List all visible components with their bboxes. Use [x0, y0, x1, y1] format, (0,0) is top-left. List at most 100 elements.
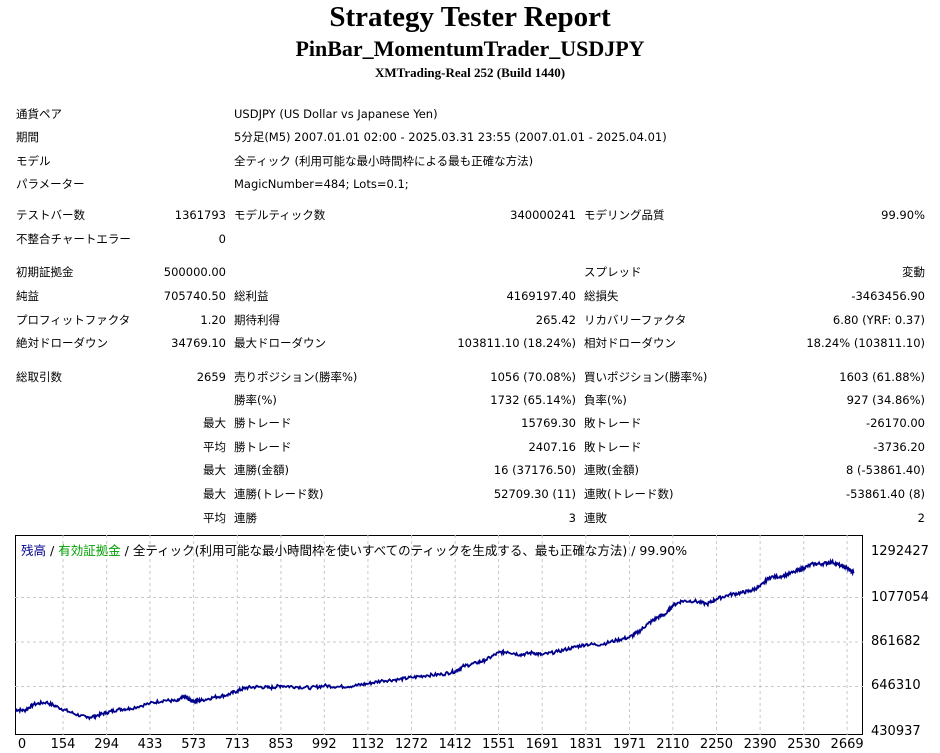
chart-legend: 残高 / 有効証拠金 / 全ティック(利用可能な最小時間枠を使いすべてのティック…: [21, 540, 687, 559]
stat-label-absolute-drawdown: 絶対ドローダウン: [16, 336, 108, 350]
stat-value-average-win: 2407.16: [528, 440, 576, 454]
x-tick-label: 433: [137, 737, 163, 752]
stat-label-gross-profit: 総利益: [234, 289, 269, 303]
stat-label-average-win: 勝トレード: [234, 440, 292, 454]
stat-label-maximum: 最大: [203, 463, 226, 477]
stat-label-recovery-factor: リカバリーファクタ: [584, 313, 687, 327]
x-tick-label: 154: [50, 737, 76, 752]
stat-label-profit-trades: 勝率(%): [234, 393, 277, 407]
x-tick-label: 1971: [612, 737, 647, 752]
info-label-symbol: 通貨ペア: [16, 107, 62, 121]
info-value-period: 5分足(M5) 2007.01.01 02:00 - 2025.03.31 23…: [234, 130, 667, 144]
stat-label-loss-trades: 負率(%): [584, 393, 627, 407]
report-title: Strategy Tester Report: [329, 1, 611, 33]
legend-balance: 残高: [21, 543, 47, 558]
stat-value-profit-trades: 1732 (65.14%): [490, 393, 576, 407]
stat-label-quality: モデリング品質: [584, 208, 665, 222]
stat-label-consecutive-loss: 連敗(トレード数): [584, 487, 674, 501]
stat-label-avg-consecutive-wins: 連勝: [234, 511, 257, 525]
chart-plot: [15, 535, 863, 735]
stat-label-consecutive-wins: 連勝(金額): [234, 463, 289, 477]
stat-label-mismatch: 不整合チャートエラー: [16, 232, 131, 246]
stat-label-average-consec: 平均: [203, 511, 226, 525]
stat-label-total-trades: 総取引数: [16, 370, 62, 384]
stat-label-expected-payoff: 期待利得: [234, 313, 280, 327]
x-tick-label: 2390: [743, 737, 777, 752]
y-tick-label: 1292427: [871, 544, 929, 559]
stat-value-total-trades: 2659: [196, 370, 226, 384]
x-tick-label: 294: [94, 737, 120, 752]
stat-value-net-profit: 705740.50: [163, 289, 226, 303]
stat-value-profit-factor: 1.20: [200, 313, 226, 327]
x-tick-label: 2669: [830, 737, 864, 752]
x-tick-label: 2530: [787, 737, 821, 752]
stat-value-ticks: 340000241: [510, 208, 576, 222]
stat-value-absolute-drawdown: 34769.10: [171, 336, 226, 350]
x-tick-label: 2110: [656, 737, 690, 752]
info-value-symbol: USDJPY (US Dollar vs Japanese Yen): [234, 107, 438, 121]
x-tick-label: 1132: [351, 737, 385, 752]
stat-value-consecutive-losses: 8 (-53861.40): [846, 463, 925, 477]
stat-value-relative-drawdown: 18.24% (103811.10): [806, 336, 925, 350]
stat-label-short-positions: 売りポジション(勝率%): [234, 370, 358, 384]
stat-value-bars: 1361793: [174, 208, 226, 222]
info-label-period: 期間: [16, 130, 39, 144]
y-tick-label: 646310: [871, 678, 921, 694]
stat-value-largest-loss: -26170.00: [865, 416, 925, 430]
stat-value-consecutive-profit: 52709.30 (11): [493, 487, 576, 501]
stat-label-largest-win: 勝トレード: [234, 416, 292, 430]
info-label-parameters: パラメーター: [16, 177, 85, 191]
x-tick-label: 1831: [569, 737, 603, 752]
info-value-model: 全ティック (利用可能な最小時間枠による最も正確な方法): [234, 154, 534, 168]
stat-label-net-profit: 純益: [16, 289, 39, 303]
stat-label-largest-loss: 敗トレード: [584, 416, 642, 430]
stat-label-largest: 最大: [203, 416, 226, 430]
stat-label-long-positions: 買いポジション(勝率%): [584, 370, 708, 384]
stat-value-consecutive-wins: 16 (37176.50): [493, 463, 576, 477]
x-tick-label: 573: [181, 737, 207, 752]
stat-label-avg-consecutive-losses: 連敗: [584, 511, 607, 525]
x-tick-label: 1272: [395, 737, 429, 752]
x-tick-label: 1691: [525, 737, 559, 752]
stat-label-profit-factor: プロフィットファクタ: [16, 313, 131, 327]
info-label-model: モデル: [16, 154, 51, 168]
stat-value-deposit: 500000.00: [163, 265, 226, 279]
stat-value-largest-win: 15769.30: [521, 416, 576, 430]
legend-description: 全ティック(利用可能な最小時間枠を使いすべてのティックを生成する、最も正確な方法…: [132, 543, 688, 558]
stat-value-loss-trades: 927 (34.86%): [846, 393, 925, 407]
stat-value-maximal-drawdown: 103811.10 (18.24%): [457, 336, 576, 350]
stat-value-quality: 99.90%: [881, 208, 925, 222]
balance-chart: 残高 / 有効証拠金 / 全ティック(利用可能な最小時間枠を使いすべてのティック…: [15, 535, 940, 753]
legend-equity: 有効証拠金: [58, 543, 121, 558]
stat-label-maximal-drawdown: 最大ドローダウン: [234, 336, 326, 350]
stat-label-ticks: モデルティック数: [234, 208, 326, 222]
stat-value-gross-profit: 4169197.40: [506, 289, 576, 303]
stat-label-relative-drawdown: 相対ドローダウン: [584, 336, 676, 350]
x-tick-label: 1551: [482, 737, 516, 752]
stat-value-mismatch: 0: [218, 232, 226, 246]
stat-value-expected-payoff: 265.42: [535, 313, 576, 327]
info-value-parameters: MagicNumber=484; Lots=0.1;: [234, 177, 409, 191]
server-build: XMTrading-Real 252 (Build 1440): [374, 65, 566, 80]
stat-value-long-positions: 1603 (61.88%): [839, 370, 925, 384]
stat-label-deposit: 初期証拠金: [16, 265, 74, 279]
x-tick-label: 2250: [699, 737, 734, 752]
y-tick-label: 430937: [871, 724, 921, 739]
stat-label-average: 平均: [203, 440, 226, 454]
stat-label-average-loss: 敗トレード: [584, 440, 642, 454]
legend-separator-1: /: [46, 543, 59, 558]
x-tick-label: 713: [224, 737, 250, 752]
stat-value-average-loss: -3736.20: [873, 440, 925, 454]
stat-value-short-positions: 1056 (70.08%): [490, 370, 576, 384]
x-tick-label: 992: [311, 737, 337, 752]
stat-value-recovery-factor: 6.80 (YRF: 0.37): [832, 313, 925, 327]
legend-separator-2: /: [120, 543, 133, 558]
stat-label-consecutive-losses: 連敗(金額): [584, 463, 639, 477]
balance-line: [15, 558, 855, 721]
stat-label-consecutive-profit: 連勝(トレード数): [234, 487, 324, 501]
strategy-name: PinBar_MomentumTrader_USDJPY: [295, 36, 645, 61]
x-tick-label: 853: [268, 737, 294, 752]
stat-value-avg-consecutive-losses: 2: [917, 511, 925, 525]
stat-value-avg-consecutive-wins: 3: [568, 511, 576, 525]
y-tick-label: 1077054: [871, 589, 929, 605]
